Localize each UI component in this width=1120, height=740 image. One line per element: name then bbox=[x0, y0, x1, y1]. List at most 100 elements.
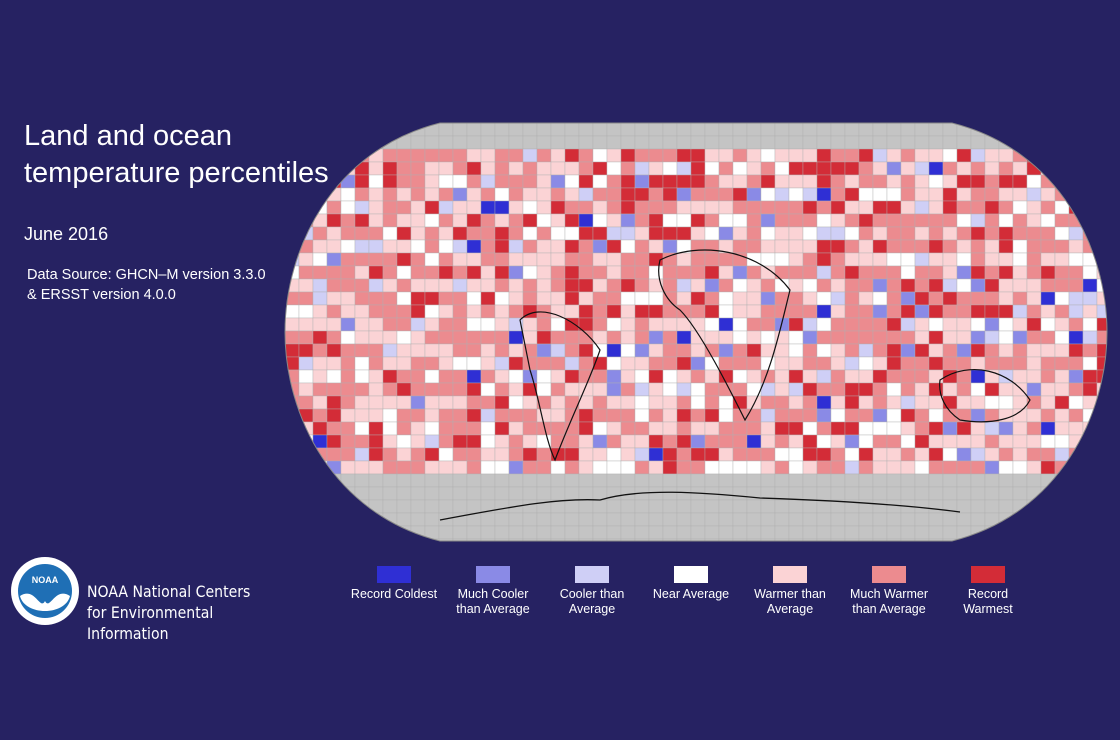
grid-cell bbox=[746, 499, 762, 514]
grid-cell bbox=[928, 395, 944, 410]
grid-cell bbox=[592, 187, 608, 202]
grid-cell bbox=[368, 382, 384, 397]
grid-cell bbox=[620, 382, 636, 397]
grid-cell bbox=[956, 317, 972, 332]
grid-cell bbox=[550, 187, 566, 202]
grid-cell bbox=[620, 200, 636, 215]
grid-cell bbox=[732, 538, 748, 541]
grid-cell bbox=[340, 304, 356, 319]
grid-cell bbox=[816, 473, 832, 488]
grid-cell bbox=[830, 161, 846, 176]
grid-cell bbox=[1040, 421, 1056, 436]
grid-cell bbox=[424, 369, 440, 384]
grid-cell bbox=[578, 525, 594, 540]
grid-cell bbox=[396, 187, 412, 202]
grid-cell bbox=[774, 421, 790, 436]
grid-cell bbox=[928, 343, 944, 358]
grid-cell bbox=[998, 447, 1014, 462]
grid-cell bbox=[396, 161, 412, 176]
grid-cell bbox=[802, 447, 818, 462]
grid-cell bbox=[914, 460, 930, 475]
grid-cell bbox=[788, 226, 804, 241]
grid-cell bbox=[774, 382, 790, 397]
grid-cell bbox=[662, 395, 678, 410]
grid-cell bbox=[900, 123, 916, 137]
grid-cell bbox=[480, 538, 496, 541]
grid-cell bbox=[564, 161, 580, 176]
grid-cell bbox=[690, 356, 706, 371]
grid-cell bbox=[844, 135, 860, 150]
grid-cell bbox=[830, 460, 846, 475]
grid-cell bbox=[494, 148, 510, 163]
grid-cell bbox=[382, 525, 398, 540]
grid-cell bbox=[480, 434, 496, 449]
grid-cell bbox=[718, 499, 734, 514]
grid-cell bbox=[1012, 200, 1028, 215]
grid-cell bbox=[1082, 473, 1098, 488]
grid-cell bbox=[368, 369, 384, 384]
grid-cell bbox=[914, 187, 930, 202]
grid-cell bbox=[508, 239, 524, 254]
grid-cell bbox=[816, 408, 832, 423]
grid-cell bbox=[424, 187, 440, 202]
grid-cell bbox=[1012, 213, 1028, 228]
grid-cell bbox=[704, 213, 720, 228]
grid-cell bbox=[914, 200, 930, 215]
grid-cell bbox=[564, 226, 580, 241]
grid-cell bbox=[438, 447, 454, 462]
grid-cell bbox=[816, 148, 832, 163]
grid-cell bbox=[452, 278, 468, 293]
grid-cell bbox=[466, 499, 482, 514]
grid-cell bbox=[508, 330, 524, 345]
grid-cell bbox=[914, 499, 930, 514]
grid-cell bbox=[410, 304, 426, 319]
grid-cell bbox=[662, 473, 678, 488]
grid-cell bbox=[396, 356, 412, 371]
grid-cell bbox=[424, 395, 440, 410]
grid-cell bbox=[732, 356, 748, 371]
grid-cell bbox=[872, 291, 888, 306]
grid-cell bbox=[550, 460, 566, 475]
grid-cell bbox=[942, 200, 958, 215]
grid-cell bbox=[1096, 512, 1107, 527]
grid-cell bbox=[676, 135, 692, 150]
grid-cell bbox=[690, 460, 706, 475]
grid-cell bbox=[998, 187, 1014, 202]
grid-cell bbox=[690, 213, 706, 228]
grid-cell bbox=[1068, 473, 1084, 488]
grid-cell bbox=[914, 174, 930, 189]
grid-cell bbox=[746, 135, 762, 150]
grid-cell bbox=[578, 226, 594, 241]
grid-cell bbox=[844, 200, 860, 215]
grid-cell bbox=[494, 538, 510, 541]
grid-cell bbox=[914, 369, 930, 384]
grid-cell bbox=[494, 356, 510, 371]
grid-cell bbox=[508, 161, 524, 176]
grid-cell bbox=[634, 278, 650, 293]
grid-cell bbox=[844, 213, 860, 228]
grid-cell bbox=[326, 421, 342, 436]
grid-cell bbox=[480, 148, 496, 163]
grid-cell bbox=[942, 187, 958, 202]
grid-cell bbox=[886, 434, 902, 449]
grid-cell bbox=[984, 434, 1000, 449]
grid-cell bbox=[858, 200, 874, 215]
grid-cell bbox=[872, 330, 888, 345]
grid-cell bbox=[956, 330, 972, 345]
grid-cell bbox=[536, 252, 552, 267]
grid-cell bbox=[410, 278, 426, 293]
grid-cell bbox=[536, 226, 552, 241]
grid-cell bbox=[984, 317, 1000, 332]
grid-cell bbox=[494, 213, 510, 228]
grid-cell bbox=[956, 369, 972, 384]
grid-cell bbox=[998, 525, 1014, 540]
grid-cell bbox=[368, 239, 384, 254]
grid-cell bbox=[858, 369, 874, 384]
grid-cell bbox=[886, 291, 902, 306]
grid-cell bbox=[564, 447, 580, 462]
grid-cell bbox=[662, 382, 678, 397]
grid-cell bbox=[746, 123, 762, 137]
grid-cell bbox=[970, 239, 986, 254]
grid-cell bbox=[550, 356, 566, 371]
grid-cell bbox=[788, 265, 804, 280]
